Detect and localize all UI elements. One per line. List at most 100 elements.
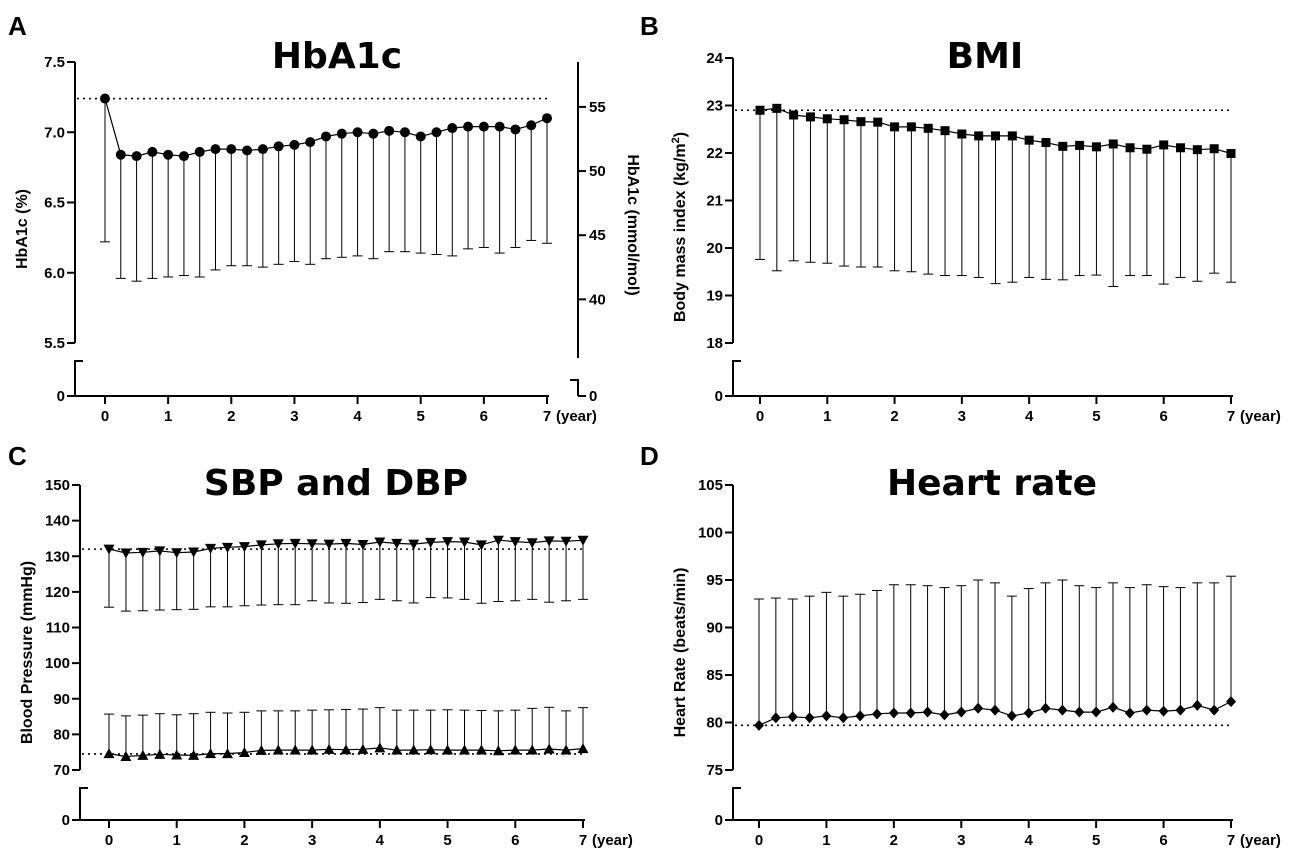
data-point xyxy=(754,719,764,731)
data-point xyxy=(1006,710,1017,722)
y-tick-label: 85 xyxy=(706,667,723,684)
chart-title: Heart rate xyxy=(887,463,1097,504)
y-tick-label: 80 xyxy=(53,726,70,743)
data-point xyxy=(255,744,267,755)
data-point xyxy=(543,536,555,547)
y-tick-label: 6.0 xyxy=(44,265,65,282)
data-point xyxy=(1175,704,1186,716)
chart-title: HbA1c xyxy=(272,36,402,77)
y-tick-label: 0 xyxy=(715,388,723,405)
y-tick-label: 100 xyxy=(698,525,723,542)
y2-axis-label: HbA1c (mmol/mol) xyxy=(624,154,641,295)
data-point xyxy=(238,542,250,553)
data-point xyxy=(442,537,454,548)
data-point xyxy=(956,706,967,718)
data-point xyxy=(408,539,420,550)
x-tick-label: 2 xyxy=(227,408,235,425)
y-tick-label: 22 xyxy=(706,145,723,162)
x-tick-label: 6 xyxy=(511,832,519,848)
data-point xyxy=(103,544,115,555)
y2-tick-label: 55 xyxy=(589,99,606,116)
x-tick-label: 7 xyxy=(1227,408,1235,425)
data-point xyxy=(374,742,386,753)
data-point xyxy=(839,115,849,125)
data-point xyxy=(1024,135,1034,145)
x-tick-label: 3 xyxy=(958,408,966,425)
x-tick-label: 4 xyxy=(376,832,385,848)
data-point xyxy=(1075,140,1085,150)
data-point xyxy=(103,748,115,759)
data-point xyxy=(1209,704,1220,716)
x-tick-label: 2 xyxy=(890,832,898,848)
x-tick-label: 3 xyxy=(957,832,965,848)
y-tick-label: 24 xyxy=(706,50,723,67)
data-point xyxy=(526,538,538,549)
y-tick-label: 150 xyxy=(45,477,70,494)
data-point xyxy=(137,749,149,760)
panel-letter: D xyxy=(640,441,659,471)
data-point xyxy=(188,547,200,558)
y-tick-label: 5.5 xyxy=(44,335,65,352)
x-tick-label: 5 xyxy=(1092,408,1100,425)
y-tick-label: 0 xyxy=(57,388,65,405)
y-tick-label: 95 xyxy=(706,572,723,589)
data-point xyxy=(1142,144,1152,154)
data-point xyxy=(494,121,505,132)
y-axis-label: HbA1c (%) xyxy=(14,189,31,269)
data-point xyxy=(242,145,253,156)
x-tick-label: 0 xyxy=(755,832,763,848)
data-point xyxy=(272,539,284,550)
data-point xyxy=(463,121,474,132)
data-point xyxy=(475,540,487,551)
y-tick-label: 20 xyxy=(706,240,723,257)
data-point xyxy=(577,743,589,754)
y-tick-label: 140 xyxy=(45,513,70,530)
data-point xyxy=(1007,131,1017,141)
data-point xyxy=(526,120,537,131)
data-point xyxy=(336,128,347,139)
data-point xyxy=(391,538,403,549)
y2-tick-label: 40 xyxy=(589,291,606,308)
data-point xyxy=(238,747,250,758)
data-point xyxy=(194,146,205,157)
y-tick-label: 100 xyxy=(45,655,70,672)
x-tick-label: 5 xyxy=(1092,832,1100,848)
data-point xyxy=(1226,696,1236,708)
data-point xyxy=(957,129,967,139)
data-point xyxy=(163,149,174,160)
data-point xyxy=(492,535,504,546)
data-point xyxy=(770,712,781,724)
y-tick-label: 18 xyxy=(706,335,723,352)
x-unit-label: (year) xyxy=(556,408,597,425)
data-point xyxy=(154,546,166,557)
x-tick-label: 0 xyxy=(105,832,113,848)
data-point xyxy=(210,144,221,155)
y-tick-label: 0 xyxy=(62,812,70,829)
data-point xyxy=(323,539,335,550)
data-point xyxy=(120,548,132,559)
data-point xyxy=(357,539,369,550)
data-point xyxy=(940,126,950,136)
x-tick-label: 4 xyxy=(1025,408,1034,425)
x-tick-label: 4 xyxy=(1025,832,1034,848)
x-tick-label: 1 xyxy=(822,832,830,848)
data-point xyxy=(822,114,832,124)
data-point xyxy=(1159,140,1169,150)
x-tick-label: 2 xyxy=(890,408,898,425)
data-point xyxy=(475,744,487,755)
x-tick-label: 6 xyxy=(1160,408,1168,425)
data-point xyxy=(772,103,782,113)
data-point xyxy=(789,110,799,120)
data-point xyxy=(131,151,142,162)
data-point xyxy=(115,149,126,160)
data-point xyxy=(100,93,110,104)
y-tick-label: 110 xyxy=(46,620,70,637)
data-point xyxy=(137,547,149,558)
x-tick-label: 0 xyxy=(756,408,764,425)
y-tick-label: 90 xyxy=(53,691,70,708)
x-unit-label: (year) xyxy=(1240,408,1281,425)
data-point xyxy=(1058,141,1068,151)
data-point xyxy=(188,749,200,760)
data-point xyxy=(431,127,442,138)
y-tick-label: 80 xyxy=(706,715,723,732)
